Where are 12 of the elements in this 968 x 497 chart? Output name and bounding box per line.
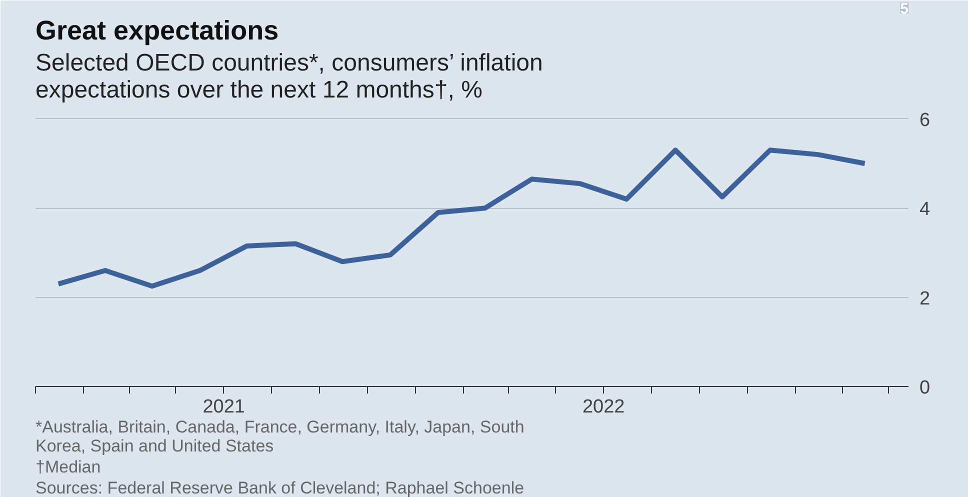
text: †Median [36,458,101,476]
chart-subtitle: Selected OECD countries*, consumers’ inflation expectations over the next 12 months†, % [36,50,543,104]
y-tick-label: 6 [920,110,930,131]
chart-title: Great expectations [36,16,279,46]
source-note: Sources: Federal Reserve Bank of Cleveland; Raphael Schoenle [36,478,524,497]
x-tick-label: 2022 [582,396,625,418]
x-tick-label: 2021 [202,396,245,418]
y-tick-label: 4 [920,199,930,220]
text: 5 [900,0,908,18]
y-tick-label: 2 [920,288,930,310]
y-tick-label: 0 [920,378,930,398]
text: *Australia, Britain, Canada, France, Germany, Italy, Japan, South Korea, Spain and United States [36,418,524,456]
